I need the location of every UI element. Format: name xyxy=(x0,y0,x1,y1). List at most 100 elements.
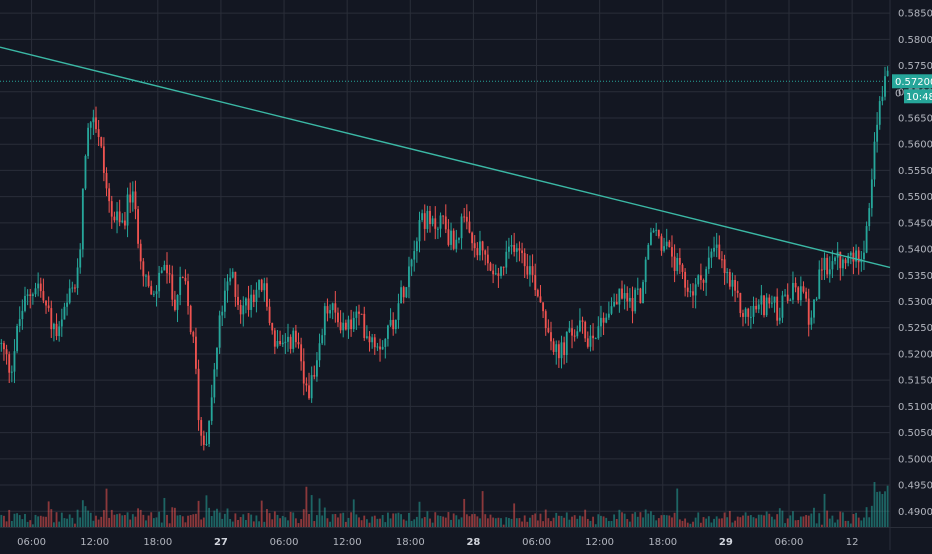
candle-body xyxy=(81,188,84,250)
candle-body xyxy=(586,338,589,347)
volume-bar xyxy=(628,521,631,527)
candle-body xyxy=(855,250,857,262)
volume-bar xyxy=(513,503,516,527)
candle-body xyxy=(799,286,802,301)
candle-body xyxy=(55,323,58,337)
volume-bar xyxy=(334,513,337,527)
candle-body xyxy=(849,252,852,256)
volume-bar xyxy=(223,513,226,527)
volume-bar xyxy=(713,518,715,527)
candle-body xyxy=(581,320,584,322)
candle-body xyxy=(660,236,663,251)
volume-bar xyxy=(292,512,295,527)
volume-bar xyxy=(263,521,266,527)
volume-bar xyxy=(539,513,542,527)
candle-body xyxy=(876,124,879,142)
volume-bar xyxy=(210,516,213,527)
volume-bar xyxy=(742,515,744,527)
volume-bar xyxy=(650,511,652,527)
candle-body xyxy=(181,277,184,279)
volume-bar xyxy=(168,523,171,527)
candle-body xyxy=(628,297,631,302)
candle-body xyxy=(168,273,171,275)
volume-bar xyxy=(600,515,602,527)
candle-body xyxy=(552,341,555,352)
volume-bar xyxy=(876,491,879,527)
candle-body xyxy=(237,296,239,305)
candle-body xyxy=(681,264,684,272)
candle-body xyxy=(205,444,208,446)
candle-body xyxy=(84,156,87,189)
candle-body xyxy=(484,250,487,255)
volume-bar xyxy=(47,501,50,527)
candle-body xyxy=(184,277,187,282)
candle-body xyxy=(347,319,350,330)
trendline-layer xyxy=(0,46,891,269)
candle-body xyxy=(110,201,113,217)
candle-body xyxy=(434,218,437,229)
volume-bar xyxy=(392,513,395,527)
volume-bar xyxy=(308,513,310,527)
candle-body xyxy=(634,289,637,312)
volume-bar xyxy=(284,517,287,527)
candle-body xyxy=(568,328,571,332)
candle-body xyxy=(458,238,460,240)
volume-bar xyxy=(668,515,671,527)
volume-bar xyxy=(560,515,563,527)
candle-body xyxy=(415,241,418,252)
candle-body xyxy=(665,241,668,247)
candle-body xyxy=(699,275,702,280)
candle-body xyxy=(713,247,715,252)
candle-body xyxy=(281,342,284,345)
volume-bar xyxy=(13,513,16,527)
volume-bar xyxy=(529,517,531,527)
candle-body xyxy=(271,322,274,331)
candle-body xyxy=(518,248,521,251)
volume-bar xyxy=(639,512,642,527)
volume-bar xyxy=(195,513,197,527)
candle-body xyxy=(121,220,124,223)
volume-bar xyxy=(563,517,566,527)
volume-bar xyxy=(376,518,379,527)
volume-bar xyxy=(468,516,471,527)
volume-bar xyxy=(521,521,523,527)
candle-body xyxy=(331,303,334,311)
axis-layer: 0.585000.580000.575000.570000.565000.560… xyxy=(17,9,932,548)
candle-body xyxy=(442,215,445,217)
candle-body xyxy=(297,342,300,345)
candle-body xyxy=(31,294,34,297)
candle-body xyxy=(594,338,597,340)
candle-body xyxy=(810,317,813,325)
candle-body xyxy=(221,311,224,316)
volume-bar xyxy=(273,511,276,527)
candle-body xyxy=(368,336,371,343)
volume-bar xyxy=(197,500,200,527)
volume-bar xyxy=(776,514,779,527)
volume-bar xyxy=(731,522,734,527)
volume-bar xyxy=(108,517,111,527)
volume-bar xyxy=(723,512,726,527)
volume-bar xyxy=(79,517,82,527)
volume-bar xyxy=(300,519,303,527)
volume-bar xyxy=(39,515,42,527)
volume-bar xyxy=(747,515,750,527)
volume-bar xyxy=(515,518,518,527)
volume-bar xyxy=(347,517,350,527)
candle-body xyxy=(118,211,121,223)
volume-bar xyxy=(421,518,424,527)
volume-bar xyxy=(852,514,855,527)
candle-body xyxy=(76,267,79,289)
volume-bar xyxy=(818,513,821,527)
candle-body xyxy=(592,335,594,339)
candle-body xyxy=(305,383,308,386)
volume-bar xyxy=(452,513,455,527)
candle-body xyxy=(731,280,734,287)
candle-body xyxy=(260,279,263,291)
volume-bar xyxy=(589,520,592,527)
volume-bar xyxy=(744,512,747,527)
volume-bar xyxy=(302,509,305,527)
